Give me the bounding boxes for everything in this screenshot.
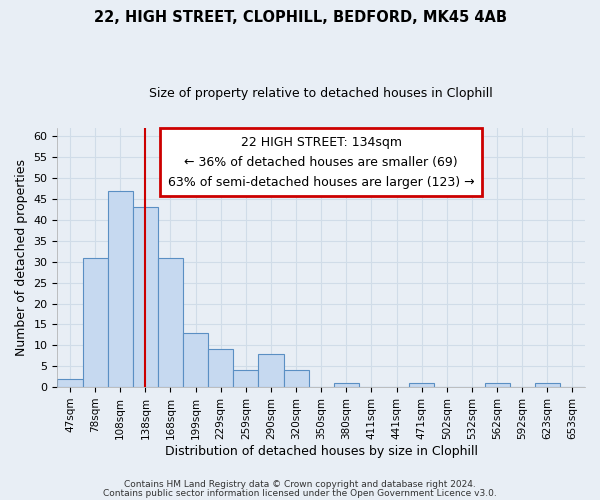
Bar (58, 378, 83, 387)
Bar (284, 370, 308, 387)
X-axis label: Distribution of detached houses by size in Clophill: Distribution of detached houses by size … (165, 444, 478, 458)
Bar (83, 258, 107, 387)
Bar (259, 354, 284, 387)
Bar (158, 258, 183, 387)
Text: 22, HIGH STREET, CLOPHILL, BEDFORD, MK45 4AB: 22, HIGH STREET, CLOPHILL, BEDFORD, MK45… (94, 10, 506, 25)
Y-axis label: Number of detached properties: Number of detached properties (15, 159, 28, 356)
Bar (133, 208, 158, 387)
Bar (485, 383, 509, 387)
Title: Size of property relative to detached houses in Clophill: Size of property relative to detached ho… (149, 88, 493, 101)
Text: 22 HIGH STREET: 134sqm
← 36% of detached houses are smaller (69)
63% of semi-det: 22 HIGH STREET: 134sqm ← 36% of detached… (168, 136, 475, 189)
Bar (535, 383, 560, 387)
Bar (334, 383, 359, 387)
Text: Contains public sector information licensed under the Open Government Licence v3: Contains public sector information licen… (103, 489, 497, 498)
Bar (107, 190, 133, 387)
Bar (409, 383, 434, 387)
Bar (233, 370, 259, 387)
Bar (208, 350, 233, 387)
Text: Contains HM Land Registry data © Crown copyright and database right 2024.: Contains HM Land Registry data © Crown c… (124, 480, 476, 489)
Bar (183, 333, 208, 387)
